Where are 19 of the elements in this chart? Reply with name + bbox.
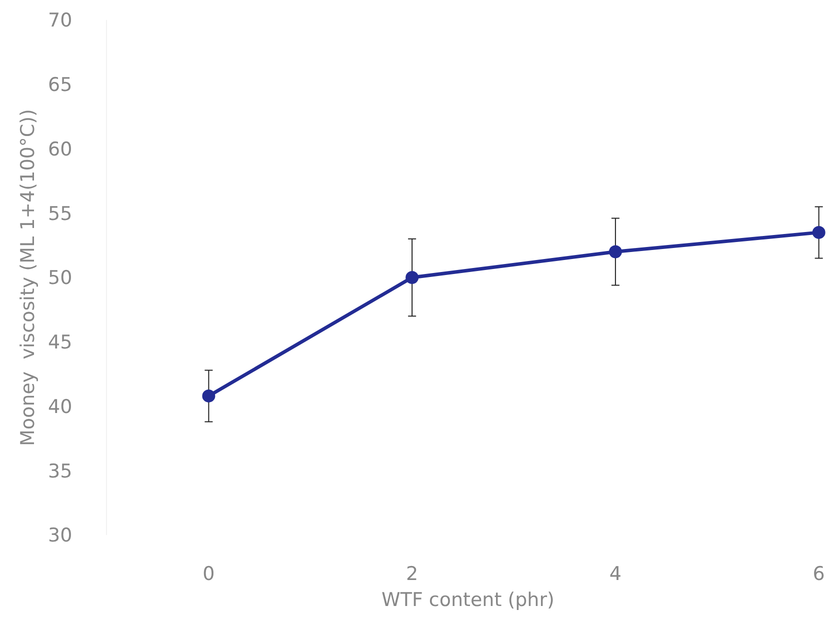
x-tick-label: 4 [609,563,622,585]
y-tick-label: 40 [48,396,72,418]
y-tick-label: 35 [48,460,72,482]
y-tick-label: 50 [48,267,72,290]
x-axis-title: WTF content (phr) [382,588,554,611]
point [406,271,419,284]
y-tick-label: 55 [48,202,72,225]
y-tick-label: 70 [48,10,72,32]
x-tick-label: 6 [812,563,825,585]
x-tick-label: 0 [202,563,215,585]
y-tick-label: 30 [48,524,72,547]
y-tick-label: 60 [48,138,72,160]
point [812,226,826,239]
x-tick-label: 2 [406,563,418,585]
point [202,389,216,402]
point [608,245,622,258]
y-tick-label: 45 [48,332,72,354]
y-axis-title: Mooney viscosity (ML 1+4(100°C)) [16,109,39,446]
y-tick-label: 65 [48,74,72,96]
